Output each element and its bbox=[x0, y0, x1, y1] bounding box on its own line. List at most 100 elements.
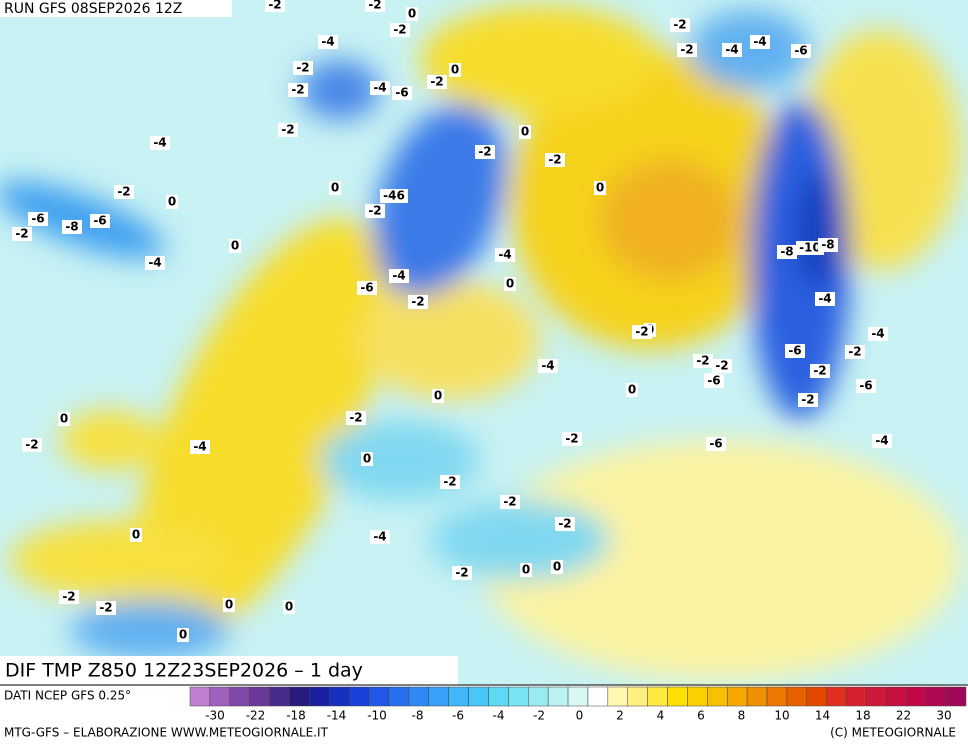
label-box bbox=[12, 227, 32, 241]
contour-label: -6 bbox=[707, 374, 720, 388]
contour-label: 0 bbox=[225, 598, 233, 612]
colorbar-cell bbox=[647, 686, 668, 707]
label-box bbox=[500, 495, 520, 509]
label-box bbox=[392, 86, 412, 100]
contour-label: -6 bbox=[794, 44, 807, 58]
contour-label: -2 bbox=[62, 590, 75, 604]
label-box bbox=[432, 389, 444, 403]
contour-label: -2 bbox=[673, 18, 686, 32]
contour-label: -4 bbox=[498, 248, 511, 262]
contour-label: -4 bbox=[193, 440, 206, 454]
contour-label: -2 bbox=[25, 438, 38, 452]
colorbar-cell bbox=[866, 686, 887, 707]
contour-label: -2 bbox=[411, 295, 424, 309]
label-box bbox=[722, 43, 742, 57]
footer-left: MTG-GFS – ELABORAZIONE WWW.METEOGIORNALE… bbox=[4, 726, 329, 740]
label-box bbox=[130, 528, 142, 542]
run-box bbox=[0, 0, 232, 17]
contour-label: 0 bbox=[451, 63, 459, 77]
label-box bbox=[632, 325, 652, 339]
label-box bbox=[370, 81, 390, 95]
label-box bbox=[370, 530, 390, 544]
label-box bbox=[190, 440, 210, 454]
label-box bbox=[357, 281, 377, 295]
label-box bbox=[475, 145, 495, 159]
label-box bbox=[265, 0, 285, 12]
colorbar-tick-label: 22 bbox=[896, 709, 911, 723]
colorbar-cell bbox=[846, 686, 867, 707]
contour-label: -4 bbox=[373, 530, 386, 544]
colorbar-tick-label: 0 bbox=[576, 709, 584, 723]
colorbar-tick-label: -30 bbox=[205, 709, 225, 723]
contour-label: 0 bbox=[331, 181, 339, 195]
colorbar-cell bbox=[348, 686, 370, 707]
label-box bbox=[166, 195, 178, 209]
label-box bbox=[440, 475, 460, 489]
label-box bbox=[785, 344, 805, 358]
colorbar-cell bbox=[627, 686, 648, 707]
colorbar-cell bbox=[786, 686, 808, 707]
contour-label: 0 bbox=[60, 412, 68, 426]
colorbar-cell bbox=[508, 686, 529, 707]
contour-label: -2 bbox=[801, 393, 814, 407]
colorbar-cell bbox=[667, 686, 688, 707]
contour-label: -4 bbox=[148, 256, 161, 270]
colorbar-tick-label: 30 bbox=[936, 709, 951, 723]
label-box bbox=[293, 61, 313, 75]
label-box bbox=[815, 292, 835, 306]
contour-label: -2 bbox=[635, 325, 648, 339]
contour-label: 0 bbox=[285, 600, 293, 614]
contour-label: -2 bbox=[296, 61, 309, 75]
contour-label: -2 bbox=[813, 364, 826, 378]
label-box bbox=[177, 628, 189, 642]
colorbar-cell bbox=[189, 686, 211, 707]
contour-label: -2 bbox=[455, 566, 468, 580]
contour-label: -4 bbox=[725, 43, 738, 57]
colorbar-cell bbox=[448, 686, 469, 707]
contour-label: -4 bbox=[753, 35, 766, 49]
colorbar-tick-label: -8 bbox=[412, 709, 424, 723]
contour-label: -2 bbox=[443, 475, 456, 489]
contour-label: -2 bbox=[558, 517, 571, 531]
colorbar-cell bbox=[528, 686, 549, 707]
label-box bbox=[223, 598, 235, 612]
colorbar-cell bbox=[707, 686, 728, 707]
contour-label: -2 bbox=[715, 359, 728, 373]
label-box bbox=[278, 123, 298, 137]
label-box bbox=[693, 354, 713, 368]
contour-label: -8 bbox=[821, 238, 834, 252]
contour-label: -4 bbox=[153, 136, 166, 150]
label-box bbox=[562, 432, 582, 446]
label-box bbox=[62, 220, 82, 234]
label-box bbox=[283, 600, 295, 614]
colorbar-tick-label: -22 bbox=[246, 709, 266, 723]
colorbar-cell bbox=[925, 686, 947, 707]
colorbar-cell bbox=[408, 686, 430, 707]
label-box bbox=[856, 379, 876, 393]
contour-label: -2 bbox=[430, 75, 443, 89]
label-box bbox=[798, 393, 818, 407]
label-box bbox=[551, 560, 563, 574]
contour-label: -6 bbox=[788, 344, 801, 358]
contour-label: -6 bbox=[93, 214, 106, 228]
label-box bbox=[555, 517, 575, 531]
contour-label: -4 bbox=[392, 269, 405, 283]
colorbar-cell bbox=[687, 686, 708, 707]
colorbar-tick-label: -4 bbox=[493, 709, 505, 723]
label-box bbox=[538, 359, 558, 373]
colorbar-cell bbox=[209, 686, 231, 707]
contour-label: -2 bbox=[268, 0, 281, 12]
contour-label: -2 bbox=[117, 185, 130, 199]
label-box bbox=[90, 214, 110, 228]
label-box bbox=[495, 248, 515, 262]
contour-label: -4 bbox=[875, 434, 888, 448]
label-box bbox=[96, 601, 116, 615]
contour-label: 0 bbox=[132, 528, 140, 542]
contour-label: 0 bbox=[168, 195, 176, 209]
label-box bbox=[427, 75, 447, 89]
contour-label: -6 bbox=[859, 379, 872, 393]
label-box bbox=[449, 63, 461, 77]
colorbar-cell bbox=[766, 686, 788, 707]
colorbar-tick-label: 4 bbox=[657, 709, 665, 723]
